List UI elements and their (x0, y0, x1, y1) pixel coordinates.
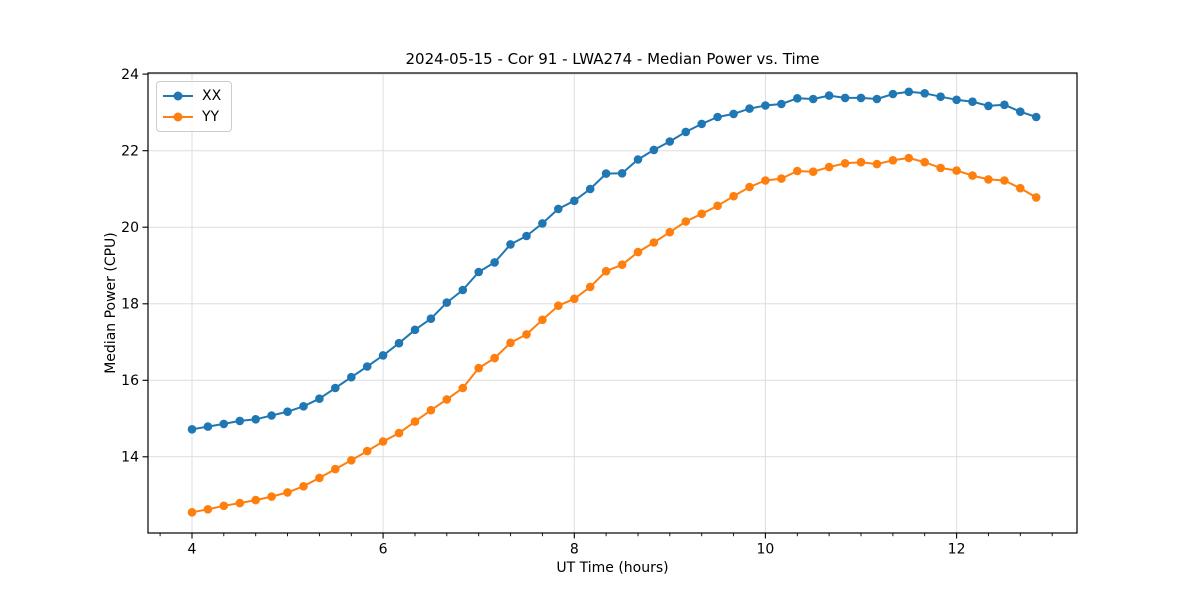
svg-text:24: 24 (121, 67, 139, 83)
legend-label: XX (202, 88, 222, 104)
x-axis-label: UT Time (hours) (556, 560, 669, 576)
svg-text:4: 4 (188, 542, 197, 558)
legend-line-marker-icon (163, 91, 193, 101)
legend: XX YY (156, 81, 233, 132)
legend-line-marker-icon (163, 112, 193, 122)
svg-text:16: 16 (121, 373, 139, 389)
legend-entry-yy: YY (163, 108, 221, 126)
svg-text:8: 8 (570, 542, 579, 558)
chart-title: 2024-05-15 - Cor 91 - LWA274 - Median Po… (405, 50, 820, 68)
svg-text:6: 6 (379, 542, 388, 558)
svg-text:10: 10 (756, 542, 774, 558)
svg-text:14: 14 (121, 450, 139, 466)
legend-entry-xx: XX (163, 87, 221, 105)
y-axis-label: Median Power (CPU) (103, 232, 119, 374)
svg-text:20: 20 (121, 220, 139, 236)
svg-text:22: 22 (121, 144, 139, 160)
svg-text:12: 12 (948, 542, 966, 558)
svg-text:18: 18 (121, 297, 139, 313)
legend-label: YY (202, 109, 220, 125)
